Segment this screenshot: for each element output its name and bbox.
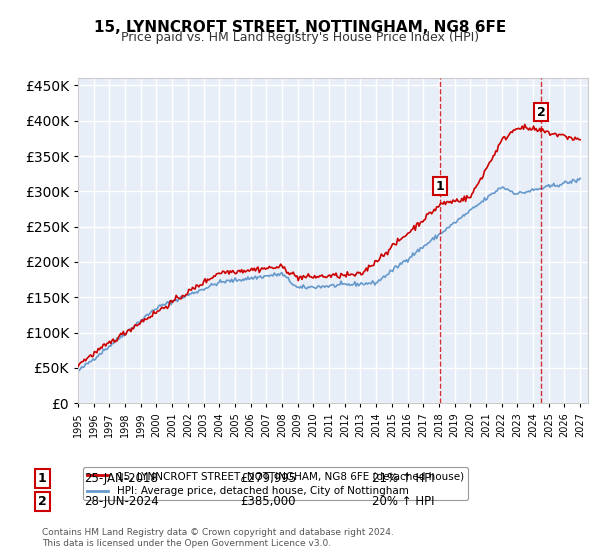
Text: 20% ↑ HPI: 20% ↑ HPI xyxy=(372,494,434,508)
Text: 25-JAN-2018: 25-JAN-2018 xyxy=(84,472,158,486)
Text: 2: 2 xyxy=(38,494,46,508)
Text: 1: 1 xyxy=(38,472,46,486)
Text: Contains HM Land Registry data © Crown copyright and database right 2024.
This d: Contains HM Land Registry data © Crown c… xyxy=(42,528,394,548)
Text: 15, LYNNCROFT STREET, NOTTINGHAM, NG8 6FE: 15, LYNNCROFT STREET, NOTTINGHAM, NG8 6F… xyxy=(94,20,506,35)
Text: Price paid vs. HM Land Registry's House Price Index (HPI): Price paid vs. HM Land Registry's House … xyxy=(121,31,479,44)
Text: £279,995: £279,995 xyxy=(240,472,296,486)
Text: 28-JUN-2024: 28-JUN-2024 xyxy=(84,494,159,508)
Text: 1: 1 xyxy=(436,180,445,193)
Text: 21% ↑ HPI: 21% ↑ HPI xyxy=(372,472,434,486)
Text: 2: 2 xyxy=(536,106,545,119)
Legend: 15, LYNNCROFT STREET, NOTTINGHAM, NG8 6FE (detached house), HPI: Average price, : 15, LYNNCROFT STREET, NOTTINGHAM, NG8 6F… xyxy=(83,467,468,501)
Text: £385,000: £385,000 xyxy=(240,494,296,508)
